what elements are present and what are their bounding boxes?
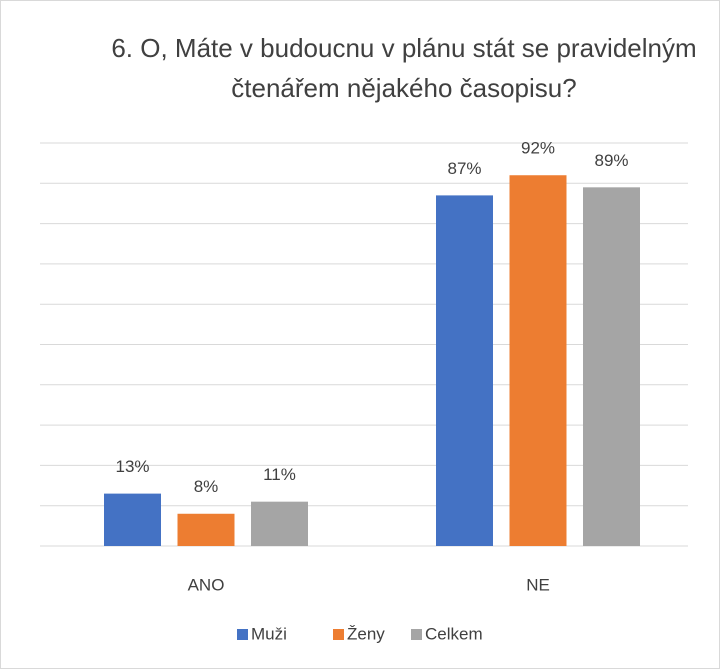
legend-swatch (333, 629, 344, 640)
x-tick-label: NE (526, 575, 550, 594)
bar (583, 187, 640, 546)
bar (177, 513, 235, 546)
chart-title: 6. O, Máte v budoucnu v plánu stát se pr… (111, 33, 697, 103)
bar (251, 501, 308, 546)
legend-swatch (411, 629, 422, 640)
data-label: 8% (194, 477, 219, 496)
data-label: 92% (521, 139, 555, 158)
data-label: 13% (115, 457, 149, 476)
bar (509, 175, 567, 547)
data-label: 89% (594, 151, 628, 170)
legend-label: Muži (251, 624, 287, 643)
legend-swatch (237, 629, 248, 640)
bar (104, 493, 161, 546)
data-label: 11% (263, 465, 296, 484)
bar (436, 195, 493, 546)
data-label: 87% (447, 159, 481, 178)
legend-label: Celkem (425, 624, 483, 643)
legend-label: Ženy (347, 624, 385, 643)
x-tick-label: ANO (188, 575, 225, 594)
